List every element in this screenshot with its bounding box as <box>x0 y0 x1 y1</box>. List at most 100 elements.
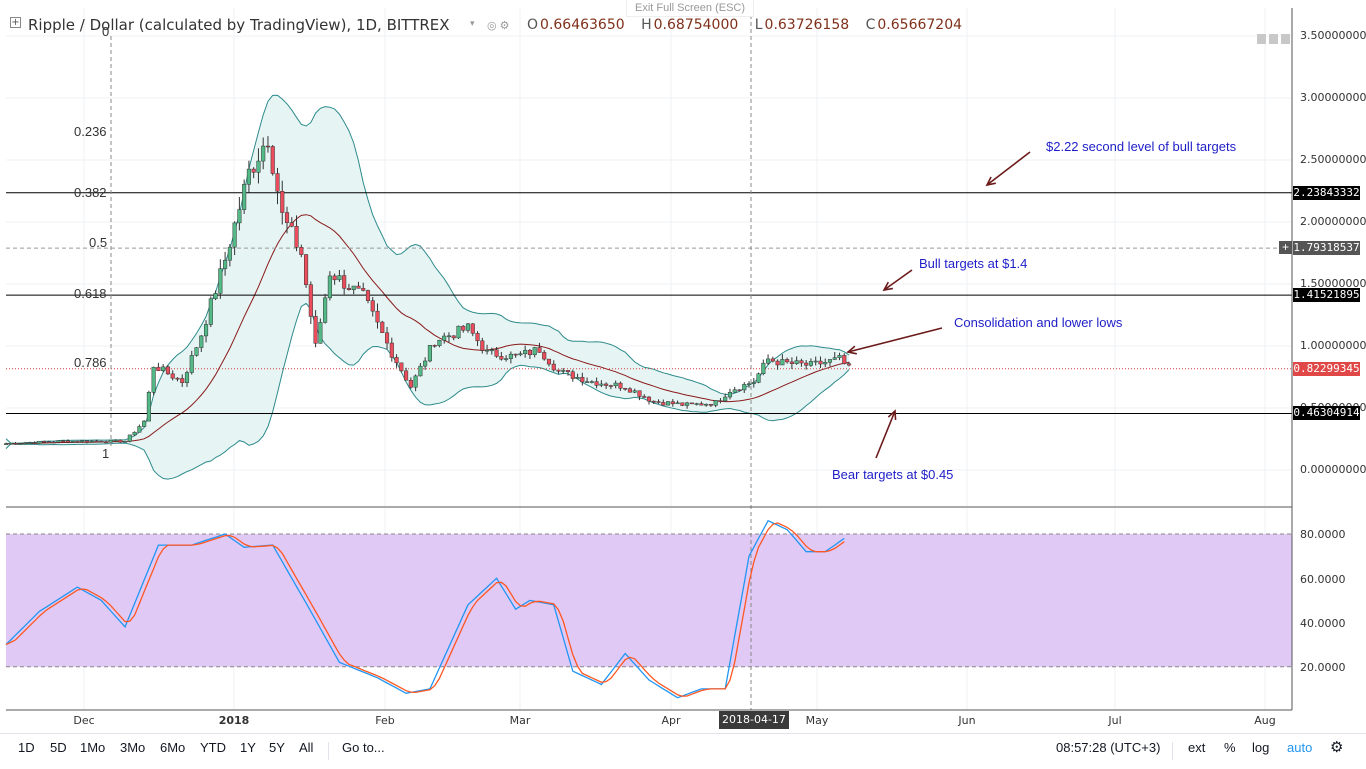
candle-body <box>742 384 747 391</box>
candle-body <box>84 440 90 443</box>
stochastic-oscillator <box>5 519 845 699</box>
log-scale-toggle[interactable]: log <box>1252 740 1270 755</box>
candle-body <box>399 362 404 372</box>
range-3mo-button[interactable]: 3Mo <box>120 740 146 755</box>
time-tick: Aug <box>1254 714 1276 727</box>
chevron-down-icon[interactable]: ▾ <box>470 19 475 29</box>
price-tick: 1.50000000 <box>1300 277 1366 290</box>
candle-body <box>108 439 113 443</box>
candle-body <box>780 359 785 366</box>
candle-body <box>685 402 690 406</box>
candle-body <box>32 442 37 444</box>
level-tag-0382: 2.23843332 <box>1293 186 1360 200</box>
toolbar-divider <box>328 742 329 760</box>
crosshair-date-tag: 2018-04-17 <box>719 711 789 729</box>
fib-label-1: 1 <box>102 446 110 461</box>
candle-body <box>823 362 828 365</box>
range-ytd-button[interactable]: YTD <box>200 740 226 755</box>
candle-body <box>542 352 547 360</box>
candle-body <box>103 441 109 444</box>
candle-body <box>384 332 390 344</box>
candle-body <box>770 358 775 362</box>
candle-body <box>504 358 509 360</box>
candle-body <box>642 396 647 398</box>
candle-body <box>213 293 218 300</box>
bollinger-lower <box>5 302 850 480</box>
candle-body <box>418 365 423 377</box>
range-1d-button[interactable]: 1D <box>18 740 35 755</box>
fib-label-0786: 0.786 <box>74 355 107 370</box>
symbol-title[interactable]: Ripple / Dollar (calculated by TradingVi… <box>28 16 450 34</box>
candle-body <box>294 226 299 248</box>
candle-body <box>589 381 594 383</box>
candle-body <box>618 382 623 389</box>
price-tick: 3.00000000 <box>1300 91 1366 104</box>
pane-controls-icon[interactable] <box>1257 34 1293 46</box>
range-5d-button[interactable]: 5D <box>50 740 67 755</box>
candle-body <box>165 366 170 375</box>
range-all-button[interactable]: All <box>299 740 314 755</box>
candle-body <box>194 347 199 356</box>
goto-date-button[interactable]: Go to... <box>342 740 385 755</box>
close-label: C <box>865 17 876 33</box>
candle-body <box>627 388 632 393</box>
toolbar-divider <box>1172 742 1173 760</box>
arrow-bull-head <box>882 281 894 292</box>
candle-body <box>161 366 166 372</box>
candle-body <box>704 403 709 406</box>
candle-body <box>299 247 304 255</box>
candle-body <box>280 191 285 213</box>
candle-body <box>423 360 428 367</box>
annotation-bear-target: Bear targets at $0.45 <box>832 467 954 482</box>
stoch-d-line <box>5 522 845 697</box>
axes <box>6 8 1293 711</box>
candle-body <box>804 362 809 366</box>
candle-body <box>18 443 23 445</box>
low-label: L <box>754 17 763 33</box>
candle-body <box>123 441 128 443</box>
eye-settings-icon[interactable]: ◎⚙ <box>487 19 513 32</box>
exit-fullscreen-hint[interactable]: Exit Full Screen (ESC) <box>626 0 755 17</box>
candle-body <box>694 403 699 405</box>
clock-timezone[interactable]: 08:57:28 (UTC+3) <box>1056 740 1161 755</box>
candle-body <box>237 209 242 224</box>
candle-body <box>723 396 728 402</box>
candle-body <box>608 385 613 387</box>
candle-body <box>265 145 271 148</box>
candle-body <box>80 440 85 443</box>
candle-body <box>23 442 28 445</box>
range-5y-button[interactable]: 5Y <box>269 740 285 755</box>
add-level-icon[interactable]: + <box>1279 241 1292 254</box>
arrow-bear-head <box>887 409 897 421</box>
candle-body <box>718 400 723 402</box>
stoch-band-fill <box>6 534 1292 667</box>
candle-body <box>232 222 237 248</box>
extended-hours-toggle[interactable]: ext <box>1188 740 1206 755</box>
range-1y-button[interactable]: 1Y <box>240 740 256 755</box>
annotation-bull-target: Bull targets at $1.4 <box>919 256 1028 271</box>
auto-scale-toggle[interactable]: auto <box>1287 740 1313 755</box>
candle-body <box>585 381 590 383</box>
range-6mo-button[interactable]: 6Mo <box>160 740 186 755</box>
candle-body <box>680 402 685 406</box>
candle-body <box>342 275 347 289</box>
candle-body <box>794 360 799 364</box>
time-tick: Mar <box>509 714 531 727</box>
gear-icon[interactable]: ⚙ <box>1330 739 1344 756</box>
candle-body <box>356 285 361 289</box>
candle-body <box>661 402 666 406</box>
candle-body <box>89 440 94 443</box>
candle-body <box>475 333 480 342</box>
time-tick: Jul <box>1108 714 1122 727</box>
expand-icon[interactable]: + <box>10 17 21 28</box>
range-1mo-button[interactable]: 1Mo <box>80 740 106 755</box>
percent-scale-toggle[interactable]: % <box>1224 740 1236 755</box>
candle-body <box>737 389 742 392</box>
candle-body <box>218 268 223 294</box>
candle-body <box>456 325 461 339</box>
arrow-second-bull <box>986 151 1031 186</box>
stoch-tick: 20.0000 <box>1300 661 1346 674</box>
candle-body <box>732 389 737 393</box>
candle-body <box>304 254 309 285</box>
